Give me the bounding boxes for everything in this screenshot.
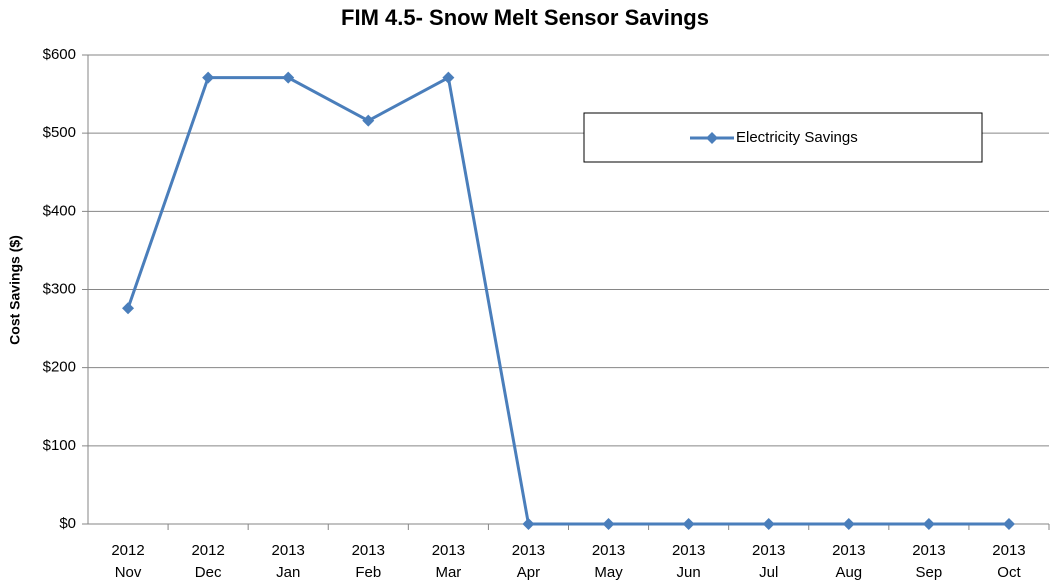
marker — [922, 518, 935, 530]
y-tick-label: $100 — [43, 437, 76, 454]
x-tick-year: 2013 — [512, 542, 545, 559]
marker — [282, 71, 295, 84]
legend-box — [583, 112, 983, 163]
x-tick-label: 2012 Nov — [111, 542, 144, 581]
x-tick-month: Mar — [435, 564, 461, 581]
y-tick-label: $500 — [43, 124, 76, 141]
x-tick-label: 2013 Aug — [832, 542, 865, 581]
marker — [602, 518, 615, 530]
x-tick-year: 2012 — [111, 542, 144, 559]
marker — [1002, 518, 1015, 530]
marker — [842, 518, 855, 530]
x-tick-month: Aug — [835, 564, 862, 581]
legend-label: Electricity Savings — [736, 129, 858, 146]
x-tick-month: Jul — [759, 564, 778, 581]
x-tick-label: 2013 Apr — [512, 542, 545, 581]
x-tick-year: 2013 — [992, 542, 1025, 559]
x-tick-label: 2013 Feb — [352, 542, 385, 581]
marker — [362, 114, 375, 127]
y-tick-label: $600 — [43, 46, 76, 63]
legend-marker — [706, 132, 718, 144]
marker — [522, 518, 535, 530]
x-tick-label: 2013 Jul — [752, 542, 785, 581]
x-tick-month: Apr — [517, 564, 540, 581]
x-tick-month: May — [594, 564, 623, 581]
x-tick-label: 2013 Oct — [992, 542, 1025, 581]
marker — [202, 71, 215, 84]
x-tick-year: 2013 — [592, 542, 625, 559]
x-tick-year: 2013 — [752, 542, 785, 559]
y-tick-label: $200 — [43, 359, 76, 376]
x-tick-month: Nov — [115, 564, 142, 581]
x-tick-year: 2013 — [832, 542, 865, 559]
series-line — [126, 75, 1009, 526]
x-tick-year: 2013 — [912, 542, 945, 559]
x-tick-month: Jun — [677, 564, 701, 581]
x-tick-year: 2013 — [432, 542, 465, 559]
x-tick-label: 2013 May — [592, 542, 625, 581]
chart-title: FIM 4.5- Snow Melt Sensor Savings — [341, 5, 709, 30]
x-tick-month: Oct — [997, 564, 1021, 581]
marker — [682, 518, 695, 530]
x-tick-year: 2013 — [352, 542, 385, 559]
y-tick-label: $400 — [43, 202, 76, 219]
y-axis-label: Cost Savings ($) — [7, 235, 23, 345]
x-tick-label: 2012 Dec — [191, 542, 224, 581]
marker — [762, 518, 775, 530]
x-tick-year: 2013 — [272, 542, 305, 559]
x-tick-year: 2013 — [672, 542, 705, 559]
y-tick-label: $300 — [43, 280, 76, 297]
marker — [442, 71, 455, 84]
marker — [122, 302, 135, 315]
x-tick-label: 2013 Jan — [272, 542, 305, 581]
x-tick-year: 2012 — [191, 542, 224, 559]
x-tick-month: Jan — [276, 564, 300, 581]
x-tick-label: 2013 Mar — [432, 542, 465, 581]
x-tick-month: Sep — [916, 564, 943, 581]
x-tick-label: 2013 Jun — [672, 542, 705, 581]
x-tick-month: Dec — [195, 564, 222, 581]
x-tick-label: 2013 Sep — [912, 542, 945, 581]
y-tick-label: $0 — [59, 515, 76, 532]
x-tick-month: Feb — [355, 564, 381, 581]
